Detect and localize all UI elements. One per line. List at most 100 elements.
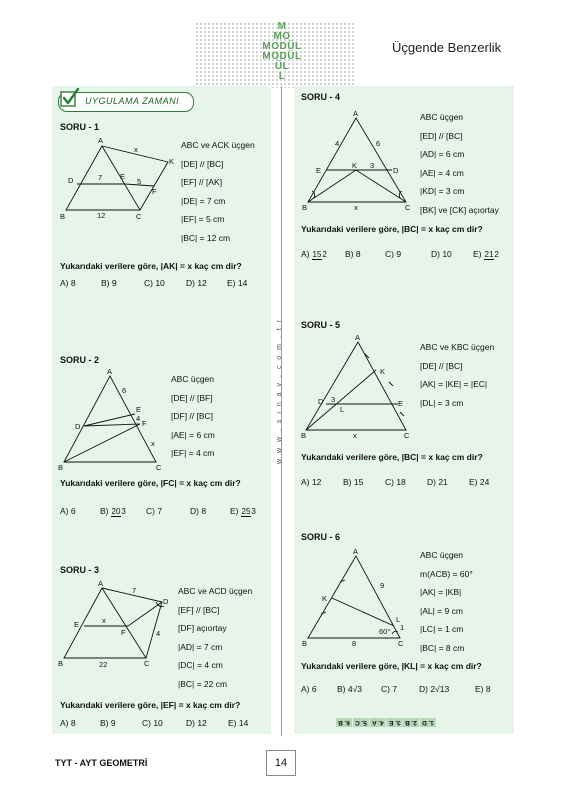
q2-label-6: 6: [122, 386, 126, 395]
q5-options: A) 12 B) 15 C) 18 D) 21 E) 24: [301, 477, 489, 487]
q5-label-A: A: [355, 333, 360, 342]
q6-figure: A K L B C 9 1 8 60°: [302, 547, 404, 648]
q4-given: ABC üçgen [ED] // [BC] |AD| = 6 cm |AE| = 4…: [420, 112, 499, 215]
q1-label-A: A: [98, 136, 103, 145]
q3-label-A: A: [98, 580, 103, 588]
q3-option-d[interactable]: D) 12: [186, 718, 207, 728]
q3-options: A) 8 B) 9 C) 10 D) 12 E) 14: [60, 718, 248, 728]
q5-title: SORU - 5: [301, 320, 341, 330]
q1-option-b[interactable]: B) 9: [101, 278, 117, 288]
q1-option-d[interactable]: D) 12: [186, 278, 207, 288]
q2-label-E: E: [136, 405, 141, 414]
q4-option-b[interactable]: B) 8: [345, 249, 361, 259]
q2-options: A) 6 B) 203 C) 7 D) 8 E) 253: [60, 500, 256, 522]
q5-figure: A K D L E B C x 3: [301, 333, 410, 440]
q4-label-E: E: [316, 166, 321, 175]
q2-label-x: x: [151, 439, 155, 448]
q2-label-D: D: [75, 422, 81, 431]
q1-label-B: B: [60, 212, 65, 221]
q5-label-E: E: [398, 399, 403, 408]
q4-figure: A E K D B C x 4 6 3: [302, 109, 411, 212]
q2-title: SORU - 2: [60, 355, 100, 365]
q1-label-C: C: [136, 212, 142, 221]
q6-option-e[interactable]: E) 8: [475, 684, 491, 694]
q1-option-a[interactable]: A) 8: [60, 278, 76, 288]
q1-label-K: K: [169, 157, 174, 166]
q1-title: SORU - 1: [60, 122, 100, 132]
q5-option-e[interactable]: E) 24: [469, 477, 490, 487]
page-number: 14: [266, 750, 296, 776]
q4-label-3: 3: [370, 161, 374, 170]
q3-label-B: B: [58, 659, 63, 668]
q1-option-c[interactable]: C) 10: [144, 278, 165, 288]
footer-book-title: TYT - AYT GEOMETRİ: [55, 758, 148, 768]
q1-options: A) 8 B) 9 C) 10 D) 12 E) 14: [60, 278, 247, 288]
q3-option-e[interactable]: E) 14: [228, 718, 249, 728]
q5-label-B: B: [301, 431, 306, 440]
q5-prompt: Yukarıdaki verilere göre, |BC| = x kaç c…: [301, 452, 483, 462]
q3-option-c[interactable]: C) 10: [142, 718, 163, 728]
q4-label-A: A: [353, 109, 358, 118]
modul-logo: M MO MODÜL MODÜL ÜL L: [262, 21, 302, 82]
q5-label-D: D: [318, 397, 324, 406]
q1-label-x: x: [134, 145, 138, 154]
q4-option-a[interactable]: A) 152: [301, 249, 327, 260]
q1-label-5: 5: [137, 177, 141, 186]
q4-title: SORU - 4: [301, 92, 341, 102]
q4-label-B: B: [302, 203, 307, 212]
q5-given: ABC ve KBC üçgen [DE] // [BC] |AK| = |KE| …: [420, 342, 495, 408]
q6-option-b[interactable]: B) 4√3: [337, 684, 362, 694]
q1-figure: A K D E F B C x 7 5 12: [60, 136, 174, 221]
q1-prompt: Yukarıdaki verilere göre, |AK| = x kaç c…: [60, 261, 242, 271]
q3-option-b[interactable]: B) 9: [100, 718, 116, 728]
q4-option-e[interactable]: E) 212: [473, 249, 499, 260]
q6-label-B: B: [302, 639, 307, 648]
q5-label-L: L: [340, 405, 344, 414]
q4-option-c[interactable]: C) 9: [385, 249, 402, 259]
q6-label-1: 1: [400, 623, 404, 632]
q2-option-c[interactable]: C) 7: [146, 506, 163, 516]
q3-title: SORU - 3: [60, 565, 100, 575]
q2-option-d[interactable]: D) 8: [190, 506, 207, 516]
q6-option-d[interactable]: D) 2√13: [419, 684, 450, 694]
q3-figure: A D E F B C x 7 4 22: [58, 580, 169, 669]
checkbox-icon: [60, 87, 80, 107]
answer-key: 6. B 5. C 4. A 3. E 2. B 1. D: [336, 718, 436, 727]
q6-option-c[interactable]: C) 7: [381, 684, 398, 694]
q6-label-C: C: [398, 639, 404, 648]
q6-label-9: 9: [380, 581, 384, 590]
q2-option-b[interactable]: B) 203: [100, 506, 126, 517]
q6-options: A) 6 B) 4√3 C) 7 D) 2√13 E) 8: [301, 684, 491, 694]
q5-option-a[interactable]: A) 12: [301, 477, 322, 487]
q1-option-e[interactable]: E) 14: [227, 278, 248, 288]
q4-label-K: K: [352, 161, 357, 170]
q3-label-F: F: [121, 628, 126, 637]
q4-label-D: D: [393, 166, 399, 175]
site-url-vertical: w w w . s i n a v . c o m . t r: [276, 318, 283, 465]
q3-label-C: C: [144, 659, 150, 668]
q1-label-12: 12: [97, 211, 105, 220]
q6-label-8: 8: [352, 639, 356, 648]
q6-label-K: K: [322, 594, 327, 603]
q5-label-K: K: [380, 367, 385, 376]
q5-label-3: 3: [331, 395, 335, 404]
q5-option-c[interactable]: C) 18: [385, 477, 406, 487]
q3-label-7: 7: [132, 586, 136, 595]
q4-options: A) 152 B) 8 C) 9 D) 10 E) 212: [301, 243, 499, 265]
q3-option-a[interactable]: A) 8: [60, 718, 76, 728]
q6-title: SORU - 6: [301, 532, 341, 542]
q6-prompt: Yukarıdaki verilere göre, |KL| = x kaç c…: [301, 661, 482, 671]
q2-option-e[interactable]: E) 253: [230, 506, 256, 517]
q2-option-a[interactable]: A) 6: [60, 506, 76, 516]
q1-given: ABC ve ACK üçgen [DE] // [BC] [EF] // [AK]…: [181, 140, 255, 243]
q3-label-E: E: [74, 620, 79, 629]
q2-figure: A E D F B C x 6 4: [58, 367, 162, 472]
q3-label-4: 4: [156, 629, 160, 638]
q4-option-d[interactable]: D) 10: [431, 249, 452, 259]
q6-label-A: A: [353, 547, 358, 556]
q1-label-D: D: [68, 176, 74, 185]
q5-option-b[interactable]: B) 15: [343, 477, 364, 487]
q6-option-a[interactable]: A) 6: [301, 684, 317, 694]
q5-option-d[interactable]: D) 21: [427, 477, 448, 487]
q3-label-D: D: [163, 597, 169, 606]
